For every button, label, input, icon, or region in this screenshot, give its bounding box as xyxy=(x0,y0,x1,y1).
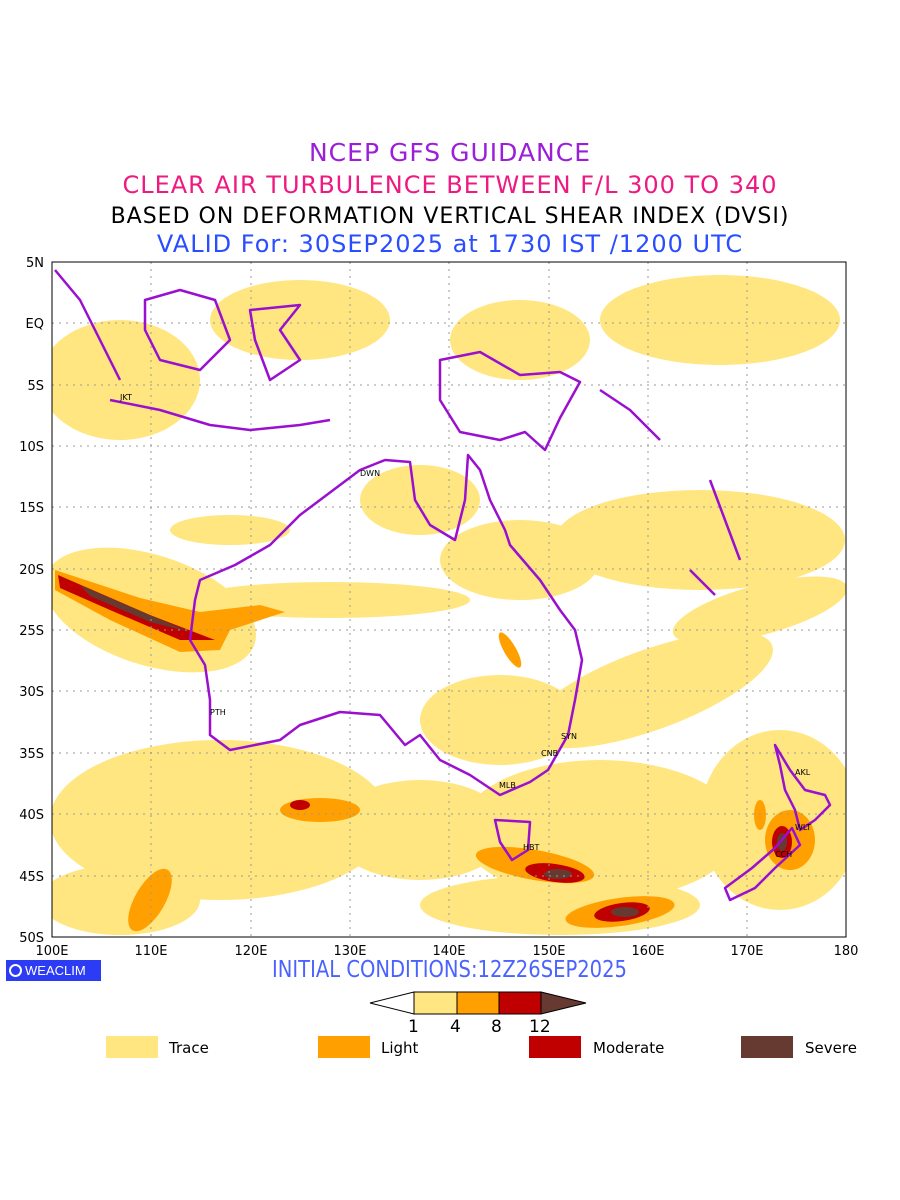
lat-label: 15S xyxy=(19,501,44,516)
city-akl: AKL xyxy=(795,768,811,777)
legend-swatch-moderate xyxy=(529,1036,581,1058)
title-method: BASED ON DEFORMATION VERTICAL SHEAR INDE… xyxy=(110,204,790,229)
legend-label-trace: Trace xyxy=(169,1039,209,1057)
lat-label: 25S xyxy=(19,624,44,639)
lon-label: 170E xyxy=(730,944,763,959)
vanuatu-caledonia-coast xyxy=(689,479,742,596)
turbulence-field xyxy=(52,275,846,935)
legend-swatch-trace xyxy=(106,1036,158,1058)
sulawesi-coast xyxy=(248,303,302,382)
city-syn: SYN xyxy=(561,732,577,741)
lat-label: EQ xyxy=(26,317,44,332)
lon-label: 160E xyxy=(631,944,664,959)
lon-label: 100E xyxy=(35,944,68,959)
colorbar-trace xyxy=(413,991,458,1015)
trace-areas xyxy=(52,275,846,935)
turbulence-map: JKT DWN PTH SYN CNB MLB HBT AKL WLT CCH … xyxy=(19,256,858,959)
colorbar-below-triangle xyxy=(369,991,415,1015)
new-guinea-coast xyxy=(438,350,582,452)
borneo-coast xyxy=(143,288,232,372)
city-hbt: HBT xyxy=(523,843,540,852)
lat-label: 50S xyxy=(19,931,44,946)
city-wlt: WLT xyxy=(795,823,811,832)
colorbar-severe-triangle xyxy=(540,991,587,1015)
title-guidance: NCEP GFS GUIDANCE xyxy=(308,138,591,167)
lat-label: 45S xyxy=(19,870,44,885)
colorbar-light xyxy=(456,991,500,1015)
lon-label: 150E xyxy=(532,944,565,959)
new-zealand-south-coast xyxy=(723,826,802,902)
lon-label: 140E xyxy=(432,944,465,959)
solomon-islands-coast xyxy=(599,388,661,441)
grid-lines xyxy=(52,262,846,937)
city-dwn: DWN xyxy=(360,469,380,478)
lon-label: 110E xyxy=(134,944,167,959)
new-zealand-north-coast xyxy=(773,743,832,832)
lat-label: 35S xyxy=(19,747,44,762)
city-mlb: MLB xyxy=(499,781,516,790)
colorbar-level: 12 xyxy=(529,1017,551,1037)
lat-label: 5N xyxy=(26,256,44,271)
sumatra-coast xyxy=(54,269,122,381)
city-cnb: CNB xyxy=(541,749,558,758)
colorbar xyxy=(369,991,587,1015)
copyright-icon xyxy=(9,964,22,977)
lon-label: 130E xyxy=(333,944,366,959)
lat-label: 5S xyxy=(27,379,44,394)
coastlines xyxy=(54,269,832,902)
lon-axis: 100E 110E 120E 130E 140E 150E 160E 170E … xyxy=(35,944,858,959)
legend-swatch-severe xyxy=(741,1036,793,1058)
legend-label-severe: Severe xyxy=(805,1039,857,1057)
legend-label-moderate: Moderate xyxy=(593,1039,665,1057)
australia-coast xyxy=(188,453,584,797)
city-pth: PTH xyxy=(210,708,226,717)
weaclim-logo: WEACLIM xyxy=(6,960,101,981)
city-cch: CCH xyxy=(775,850,792,859)
lat-label: 40S xyxy=(19,808,44,823)
city-labels: JKT DWN PTH SYN CNB MLB HBT AKL WLT CCH xyxy=(119,393,811,859)
initial-conditions: INITIAL CONDITIONS:12Z26SEP2025 xyxy=(272,957,627,983)
lon-label: 180 xyxy=(834,944,859,959)
colorbar-level: 1 xyxy=(408,1017,419,1037)
legend-swatch-light xyxy=(318,1036,370,1058)
tasmania-coast xyxy=(493,818,532,862)
title-product: CLEAR AIR TURBULENCE BETWEEN F/L 300 TO … xyxy=(122,171,778,199)
java-coast xyxy=(109,398,331,432)
colorbar-moderate xyxy=(498,991,542,1015)
logo-text: WEACLIM xyxy=(25,963,86,978)
map-frame xyxy=(51,261,847,938)
title-valid-time: VALID For: 30SEP2025 at 1730 IST /1200 U… xyxy=(156,230,744,258)
lat-axis: 5N EQ 5S 10S 15S 20S 25S 30S 35S 40S 45S… xyxy=(19,256,44,946)
colorbar-level: 4 xyxy=(450,1017,461,1037)
colorbar-level: 8 xyxy=(491,1017,502,1037)
lat-label: 30S xyxy=(19,685,44,700)
lat-label: 10S xyxy=(19,440,44,455)
lon-label: 120E xyxy=(234,944,267,959)
legend-label-light: Light xyxy=(381,1039,419,1057)
city-jkt: JKT xyxy=(119,393,132,402)
lat-label: 20S xyxy=(19,563,44,578)
